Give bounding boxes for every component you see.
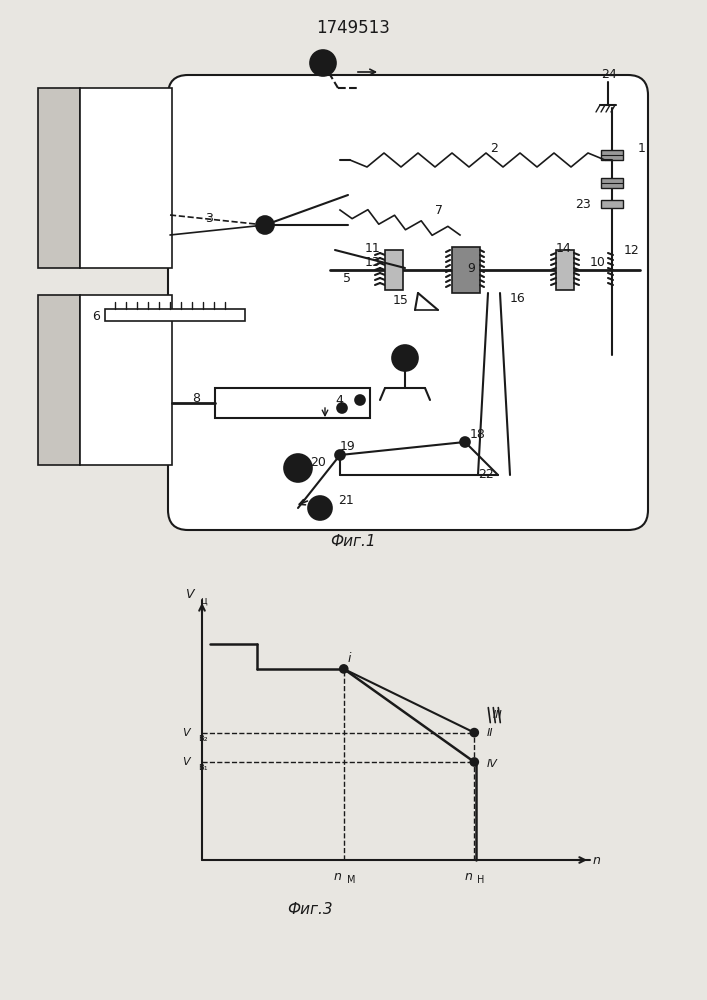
Circle shape	[460, 437, 470, 447]
Circle shape	[392, 345, 418, 371]
Bar	[105, 309, 245, 321]
Text: Н: Н	[477, 875, 485, 885]
Bar	[38, 88, 80, 268]
Text: 21: 21	[338, 493, 354, 506]
Circle shape	[308, 496, 332, 520]
Bar	[385, 250, 403, 290]
Circle shape	[284, 454, 312, 482]
Text: n: n	[334, 869, 341, 882]
Text: IV: IV	[486, 759, 497, 769]
Text: III: III	[492, 710, 502, 720]
Text: i: i	[348, 652, 351, 665]
Text: II: II	[486, 728, 493, 738]
Text: 23: 23	[575, 198, 591, 212]
Circle shape	[337, 403, 347, 413]
Text: Фиг.1: Фиг.1	[330, 534, 376, 550]
Text: 2: 2	[490, 141, 498, 154]
Text: Фиг.3: Фиг.3	[287, 902, 333, 918]
Text: 8: 8	[192, 391, 200, 404]
Text: 14: 14	[556, 241, 572, 254]
Text: 10: 10	[590, 255, 606, 268]
Circle shape	[256, 216, 274, 234]
Text: 4: 4	[335, 393, 343, 406]
Bar	[452, 247, 480, 293]
Text: 12: 12	[624, 243, 640, 256]
Circle shape	[470, 758, 479, 766]
Text: V: V	[185, 588, 194, 601]
Text: n: n	[593, 854, 601, 866]
Text: М: М	[346, 875, 355, 885]
Circle shape	[355, 395, 365, 405]
Text: 3: 3	[205, 212, 213, 225]
Bar	[601, 178, 623, 188]
Text: 24: 24	[601, 68, 617, 82]
Text: V: V	[182, 757, 190, 767]
Text: 13: 13	[365, 255, 381, 268]
Circle shape	[340, 665, 348, 673]
Text: 18: 18	[470, 428, 486, 442]
Text: 1: 1	[638, 141, 646, 154]
Text: 7: 7	[435, 204, 443, 217]
Bar	[80, 295, 172, 465]
Bar	[601, 150, 623, 160]
Bar	[215, 388, 370, 418]
Text: 20: 20	[310, 456, 326, 468]
Text: ц: ц	[200, 596, 206, 606]
Text: 11: 11	[365, 241, 381, 254]
Text: 9: 9	[467, 261, 475, 274]
Text: 1749513: 1749513	[316, 19, 390, 37]
FancyBboxPatch shape	[168, 75, 648, 530]
Text: в₁: в₁	[198, 762, 208, 772]
Text: 16: 16	[510, 292, 526, 304]
Text: 5: 5	[343, 271, 351, 284]
Bar	[556, 250, 574, 290]
Text: 22: 22	[478, 468, 493, 482]
Bar	[80, 88, 172, 268]
Circle shape	[470, 729, 479, 737]
Text: V: V	[182, 728, 190, 738]
Circle shape	[310, 50, 336, 76]
Bar	[38, 295, 80, 465]
Text: 19: 19	[340, 440, 356, 454]
Bar	[601, 200, 623, 208]
Circle shape	[335, 450, 345, 460]
Text: n: n	[464, 869, 472, 882]
Text: в₂: в₂	[198, 733, 208, 743]
Text: 6: 6	[92, 310, 100, 322]
Text: 15: 15	[393, 294, 409, 306]
